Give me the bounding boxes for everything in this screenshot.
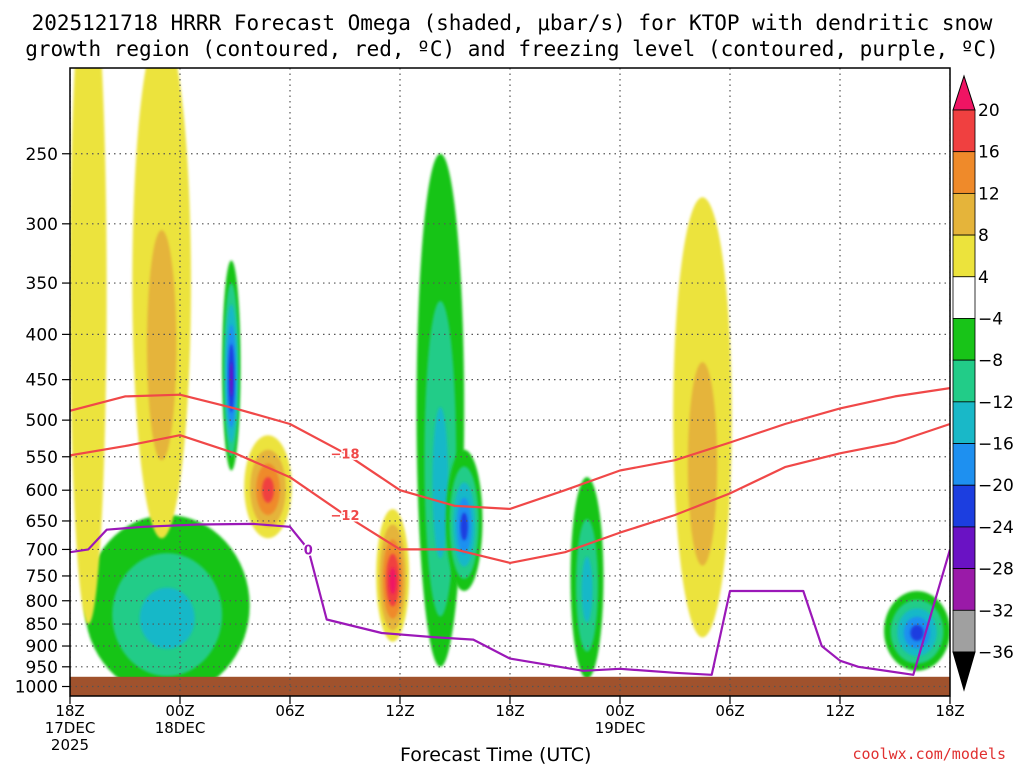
omega-region-10-1 xyxy=(687,362,718,566)
colorbar-bin-7 xyxy=(952,401,976,444)
colorbar: 20 16 12 8 4 −4 −8 −12 −16 −20 −24 −28 −32 −36 xyxy=(952,74,1014,692)
y-tick-label-800: 800 xyxy=(26,592,58,612)
omega-region-11-4 xyxy=(910,624,924,641)
contour-label-0: −18 xyxy=(331,447,360,462)
y-tick-label-600: 600 xyxy=(26,481,58,501)
credit-text: coolwx.com/models xyxy=(852,745,1006,763)
colorbar-bin-0 xyxy=(952,109,976,153)
omega-region-8-2 xyxy=(432,407,449,559)
x-tick-label-30-1: 19DEC xyxy=(595,719,646,737)
x-tick-label-30-0: 00Z xyxy=(605,702,634,720)
contour-line-1 xyxy=(70,422,950,565)
omega-region-9-4 xyxy=(460,512,468,541)
colorbar-label-8: −16 xyxy=(978,435,1014,455)
contour-line-0 xyxy=(70,387,950,510)
y-tick-label-450: 450 xyxy=(26,371,58,391)
colorbar-bin-2 xyxy=(952,192,976,236)
x-tick-label-6-0: 00Z xyxy=(165,702,194,720)
omega-shading xyxy=(70,68,950,696)
grid-lines xyxy=(70,68,950,696)
y-tick-label-900: 900 xyxy=(26,637,58,657)
x-tick-label-0-1: 17DEC xyxy=(45,719,96,737)
omega-region-7-4 xyxy=(389,567,396,594)
colorbar-bin-9 xyxy=(952,484,976,528)
colorbar-bin-6 xyxy=(952,359,976,403)
omega-region-2-2 xyxy=(139,587,195,649)
colorbar-bin-12 xyxy=(952,609,976,653)
y-tick-label-650: 650 xyxy=(26,512,58,532)
x-tick-label-36-0: 06Z xyxy=(715,702,744,720)
colorbar-top-arrow xyxy=(952,74,976,111)
colorbar-label-0: 20 xyxy=(978,101,1000,121)
x-tick-label-42-0: 12Z xyxy=(825,702,854,720)
omega-region-12-2 xyxy=(581,556,593,623)
y-tick-label-850: 850 xyxy=(26,615,58,635)
y-tick-label-550: 550 xyxy=(26,448,58,468)
x-tick-label-6-1: 18DEC xyxy=(155,719,206,737)
colorbar-label-13: −36 xyxy=(978,643,1014,663)
y-tick-label-1000: 1000 xyxy=(15,678,58,698)
x-tick-label-0-2: 2025 xyxy=(51,736,89,754)
colorbar-label-6: −8 xyxy=(978,351,1003,371)
omega-region-13-0 xyxy=(70,68,107,624)
colorbar-bin-8 xyxy=(952,443,976,486)
title-line-2: growth region (contoured, red, ºC) and f… xyxy=(25,37,999,61)
colorbar-bin-1 xyxy=(952,151,976,194)
colorbar-label-4: 4 xyxy=(978,268,989,288)
y-tick-label-250: 250 xyxy=(26,145,58,165)
y-tick-label-950: 950 xyxy=(26,658,58,678)
y-tick-label-700: 700 xyxy=(26,540,58,560)
colorbar-bottom-arrow xyxy=(952,651,976,692)
y-tick-label-300: 300 xyxy=(26,215,58,235)
contour-label-1: −12 xyxy=(331,509,360,524)
colorbar-label-5: −4 xyxy=(978,309,1003,329)
colorbar-bin-5 xyxy=(952,318,976,361)
omega-region-4-1 xyxy=(147,230,177,461)
y-tick-label-350: 350 xyxy=(26,274,58,294)
x-tick-label-0-0: 18Z xyxy=(55,702,84,720)
x-tick-label-18-0: 12Z xyxy=(385,702,414,720)
y-axis: 2503003504004505005506006507007508008509… xyxy=(15,145,70,698)
y-tick-label-400: 400 xyxy=(26,325,58,345)
omega-region-6-5 xyxy=(229,362,233,397)
colorbar-label-7: −12 xyxy=(978,393,1014,413)
contours: −18 −12 0 xyxy=(70,387,950,676)
contour-line-2 xyxy=(70,522,950,676)
colorbar-label-10: −24 xyxy=(978,518,1014,538)
colorbar-label-2: 12 xyxy=(978,184,1000,204)
x-tick-label-12-0: 06Z xyxy=(275,702,304,720)
x-axis-title: Forecast Time (UTC) xyxy=(400,744,592,766)
x-tick-label-48-0: 18Z xyxy=(935,702,964,720)
y-tick-label-750: 750 xyxy=(26,567,58,587)
title-line-1: 2025121718 HRRR Forecast Omega (shaded, … xyxy=(31,11,993,35)
colorbar-bin-3 xyxy=(952,234,976,278)
contour-label-2: 0 xyxy=(304,543,313,558)
colorbar-bin-11 xyxy=(952,568,976,611)
colorbar-label-9: −20 xyxy=(978,476,1014,496)
chart-title: 2025121718 HRRR Forecast Omega (shaded, … xyxy=(0,10,1024,62)
x-tick-label-24-0: 18Z xyxy=(495,702,524,720)
colorbar-bin-4 xyxy=(952,276,976,319)
colorbar-label-1: 16 xyxy=(978,143,1000,163)
colorbar-label-11: −28 xyxy=(978,560,1014,580)
y-tick-label-500: 500 xyxy=(26,411,58,431)
colorbar-label-12: −32 xyxy=(978,601,1014,621)
colorbar-label-3: 8 xyxy=(978,226,989,246)
colorbar-bin-10 xyxy=(952,526,976,570)
